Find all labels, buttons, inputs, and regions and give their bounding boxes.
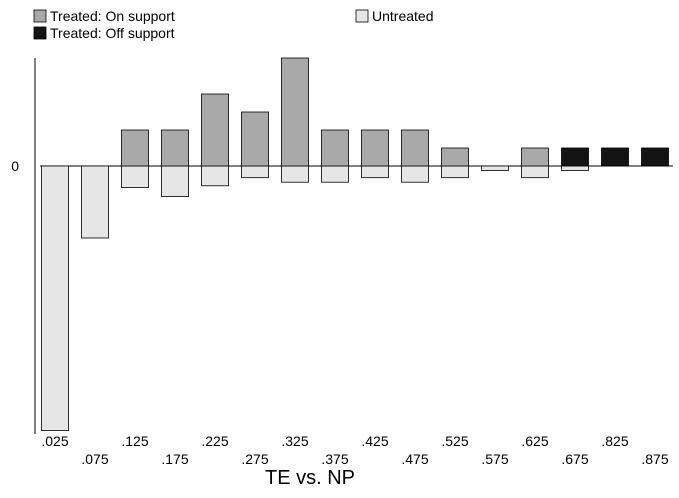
y-tick-label: 0 <box>11 158 19 174</box>
legend-item: Untreated <box>355 8 433 24</box>
x-tick-label: .475 <box>401 451 428 467</box>
bar-untreated <box>241 165 269 179</box>
bar-untreated <box>161 165 189 198</box>
legend-item: Treated: Off support <box>33 25 175 41</box>
bar-untreated <box>481 165 509 171</box>
bar-treated-on-support <box>521 147 549 167</box>
bars <box>41 57 669 432</box>
bar-treated-off-support <box>601 147 629 167</box>
x-tick-label: .675 <box>561 451 588 467</box>
bar-untreated <box>121 165 149 189</box>
legend-label: Untreated <box>372 8 433 24</box>
bar-untreated <box>81 165 109 239</box>
bar-treated-on-support <box>361 129 389 167</box>
bar-treated-on-support <box>401 129 429 167</box>
legend-swatch <box>33 9 47 23</box>
x-tick-label: .125 <box>121 433 148 449</box>
bar-untreated <box>201 165 229 187</box>
bar-untreated <box>321 165 349 183</box>
x-tick-label: .225 <box>201 433 228 449</box>
x-axis-label: TE vs. NP <box>265 467 355 489</box>
x-tick-label: .625 <box>521 433 548 449</box>
x-tick-label: .325 <box>281 433 308 449</box>
legend-item: Treated: On support <box>33 8 175 24</box>
x-tick-label: .025 <box>41 433 68 449</box>
legend-label: Treated: On support <box>50 8 175 24</box>
x-tick-label: .525 <box>441 433 468 449</box>
bar-treated-off-support <box>641 147 669 167</box>
x-tick-label: .575 <box>481 451 508 467</box>
x-tick-labels: .025 .075 .125 .175 .225 .275 .325 .375 .425 .475… <box>41 433 668 467</box>
bar-treated-on-support <box>281 57 309 167</box>
x-tick-label: .275 <box>241 451 268 467</box>
bar-treated-on-support <box>201 93 229 167</box>
bar-treated-off-support <box>561 147 589 167</box>
x-tick-label: .825 <box>601 433 628 449</box>
bar-untreated <box>561 165 589 171</box>
legend-label: Treated: Off support <box>50 25 175 41</box>
bar-treated-on-support <box>441 147 469 167</box>
axes: 0 <box>11 58 673 434</box>
bar-untreated <box>401 165 429 183</box>
bar-untreated <box>521 165 549 179</box>
x-tick-label: .175 <box>161 451 188 467</box>
x-tick-label: .375 <box>321 451 348 467</box>
x-tick-label: .875 <box>641 451 668 467</box>
bar-untreated <box>281 165 309 183</box>
legend: Treated: On support Untreated Treated: Off… <box>33 8 433 41</box>
bar-untreated <box>441 165 469 179</box>
bar-treated-on-support <box>321 129 349 167</box>
bar-treated-on-support <box>161 129 189 167</box>
bar-treated-on-support <box>241 111 269 167</box>
bar-treated-on-support <box>121 129 149 167</box>
x-tick-label: .075 <box>81 451 108 467</box>
bar-untreated <box>41 165 69 432</box>
legend-swatch <box>33 26 47 40</box>
legend-swatch <box>355 9 369 23</box>
bar-untreated <box>361 165 389 179</box>
x-tick-label: .425 <box>361 433 388 449</box>
